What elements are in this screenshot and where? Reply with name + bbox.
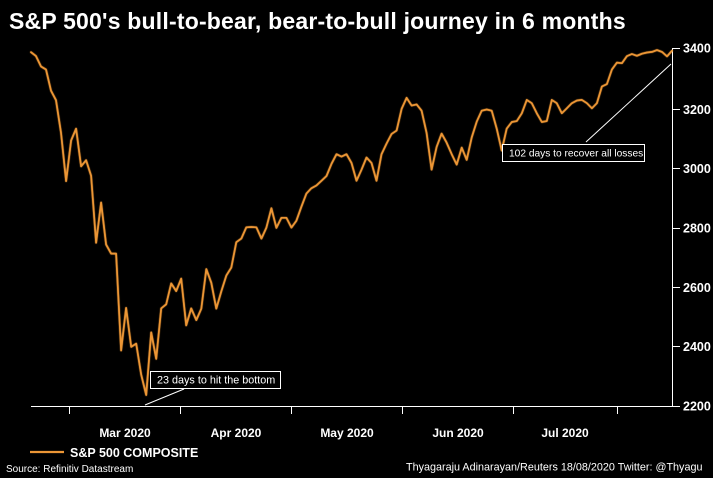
svg-text:23 days to hit the bottom: 23 days to hit the bottom <box>157 375 275 387</box>
svg-text:2200: 2200 <box>683 400 711 414</box>
svg-text:3400: 3400 <box>683 42 711 56</box>
svg-text:Source: Refinitiv Datastream: Source: Refinitiv Datastream <box>6 464 133 475</box>
svg-text:Apr 2020: Apr 2020 <box>211 426 262 440</box>
svg-text:2800: 2800 <box>683 222 711 236</box>
svg-text:Thyagaraju Adinarayan/Reuters: Thyagaraju Adinarayan/Reuters 18/08/2020… <box>406 462 702 474</box>
svg-text:S&P 500 COMPOSITE: S&P 500 COMPOSITE <box>70 446 198 460</box>
svg-text:May 2020: May 2020 <box>320 426 374 440</box>
svg-text:Jul 2020: Jul 2020 <box>541 426 589 440</box>
svg-text:Jun 2020: Jun 2020 <box>432 426 484 440</box>
svg-text:3000: 3000 <box>683 162 711 176</box>
svg-text:3200: 3200 <box>683 103 711 117</box>
svg-text:102 days to recover all losses: 102 days to recover all losses <box>509 149 643 160</box>
svg-text:Mar 2020: Mar 2020 <box>99 426 151 440</box>
svg-text:2400: 2400 <box>683 340 711 354</box>
svg-text:2600: 2600 <box>683 281 711 295</box>
